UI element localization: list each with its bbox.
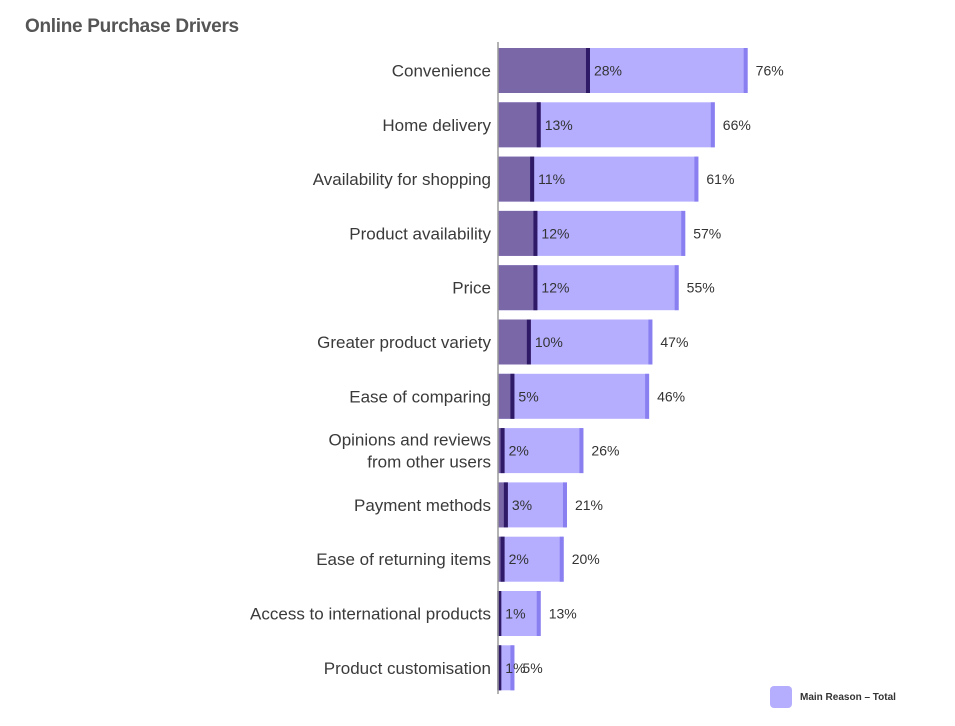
main-value-label-1: 13%	[545, 117, 573, 133]
main-value-label-7: 2%	[509, 443, 529, 459]
bar-main-edge-8	[503, 482, 508, 528]
main-value-label-10: 1%	[505, 606, 525, 622]
bar-total-edge-4	[674, 265, 679, 311]
bar-main-edge-10	[497, 591, 502, 636]
bar-total-edge-10	[536, 591, 541, 636]
total-value-label-3: 57%	[693, 225, 721, 241]
bar-total-10	[498, 591, 541, 636]
category-label-11: Product customisation	[324, 659, 491, 678]
bar-total-8	[498, 482, 567, 528]
bar-total-edge-6	[645, 373, 650, 419]
bars-group: 28% 76% Convenience 13% 66% Home delivery 11% 6…	[250, 48, 784, 691]
main-value-label-2: 11%	[538, 171, 565, 187]
bar-total-9	[498, 536, 564, 582]
bar-main-2	[498, 156, 535, 202]
bar-total-edge-0	[743, 48, 748, 93]
total-value-label-7: 26%	[591, 443, 619, 459]
category-label-0: Convenience	[392, 62, 491, 81]
bar-total-7	[498, 428, 584, 474]
bar-main-0	[498, 48, 590, 93]
total-value-label-5: 47%	[660, 334, 688, 350]
bar-main-8	[498, 482, 508, 528]
main-value-label-4: 12%	[541, 280, 569, 296]
bar-total-edge-2	[694, 156, 699, 202]
legend-label: Main Reason – Total	[800, 691, 896, 703]
category-label-6: Ease of comparing	[349, 387, 491, 406]
main-value-label-5: 10%	[535, 334, 563, 350]
total-value-label-9: 20%	[572, 551, 600, 567]
main-value-label-3: 12%	[541, 225, 569, 241]
main-value-label-8: 3%	[512, 497, 532, 513]
category-label-7: Opinions and reviews from other users	[328, 431, 491, 472]
bar-main-edge-0	[585, 48, 590, 93]
bar-total-edge-1	[710, 102, 715, 148]
category-label-5: Greater product variety	[317, 333, 491, 352]
bar-main-edge-5	[526, 319, 531, 365]
total-value-label-2: 61%	[706, 171, 734, 187]
category-label-1: Home delivery	[382, 116, 491, 135]
bar-total-edge-5	[648, 319, 653, 365]
bar-main-5	[498, 319, 531, 365]
bar-total-6	[498, 373, 650, 419]
bar-main-4	[498, 265, 538, 311]
category-label-10: Access to international products	[250, 605, 491, 624]
legend-swatch	[770, 686, 792, 708]
bar-total-edge-8	[562, 482, 567, 528]
category-label-2: Availability for shopping	[313, 170, 491, 189]
main-value-label-0: 28%	[594, 63, 622, 79]
bar-main-1	[498, 102, 541, 148]
bar-total-edge-11	[510, 645, 515, 691]
total-value-label-4: 55%	[687, 280, 715, 296]
bar-main-edge-11	[497, 645, 502, 691]
bar-total-edge-9	[559, 536, 564, 582]
main-value-label-6: 5%	[518, 388, 538, 404]
bar-main-edge-7	[500, 428, 505, 474]
main-value-label-11: 1%	[505, 660, 525, 676]
total-value-label-1: 66%	[723, 117, 751, 133]
bar-main-edge-6	[510, 373, 515, 419]
bar-main-edge-3	[533, 210, 538, 256]
total-value-label-10: 13%	[549, 606, 577, 622]
bar-main-edge-1	[536, 102, 541, 148]
category-label-3: Product availability	[349, 224, 491, 243]
bar-main-edge-4	[533, 265, 538, 311]
category-label-4: Price	[452, 279, 491, 298]
total-value-label-8: 21%	[575, 497, 603, 513]
total-value-label-0: 76%	[756, 63, 784, 79]
main-value-label-9: 2%	[509, 551, 529, 567]
bar-main-edge-2	[530, 156, 535, 202]
total-value-label-6: 46%	[657, 388, 685, 404]
bar-main-6	[498, 373, 515, 419]
category-label-8: Payment methods	[354, 496, 491, 515]
bar-main-3	[498, 210, 538, 256]
bar-total-edge-3	[681, 210, 686, 256]
total-value-label-11: 5%	[522, 660, 542, 676]
bar-main-edge-9	[500, 536, 505, 582]
chart-title: Online Purchase Drivers	[25, 16, 239, 37]
legend: Main Reason – Total	[770, 686, 896, 708]
category-label-9: Ease of returning items	[316, 550, 491, 569]
bar-total-11	[498, 645, 515, 691]
bar-total-edge-7	[579, 428, 584, 474]
